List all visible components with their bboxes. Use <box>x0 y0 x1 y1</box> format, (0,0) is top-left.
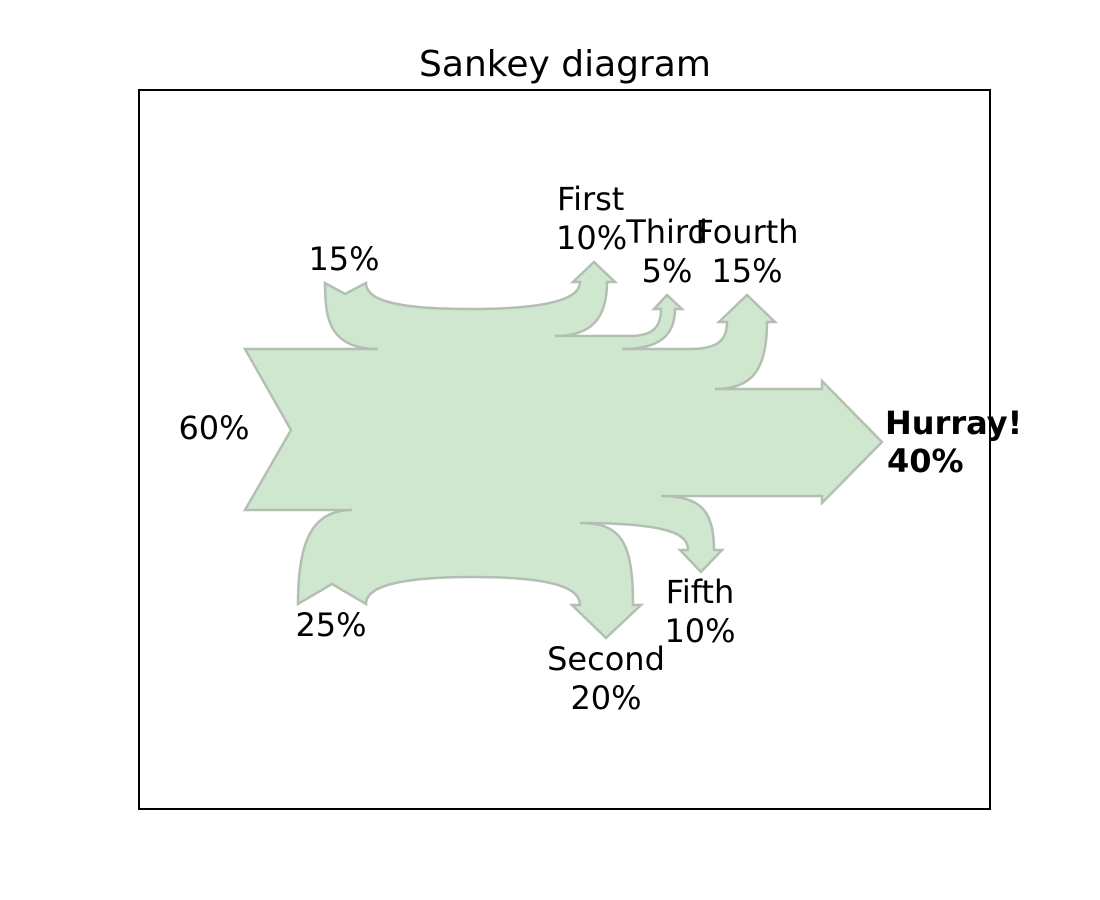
flow-value-label-highlight: 20% <box>570 679 641 717</box>
flow-value-label: 40% <box>887 442 964 480</box>
flow-value-label: 5% <box>642 252 693 290</box>
flow-value-label: 15% <box>308 240 379 278</box>
flow-value-label: 15% <box>711 252 782 290</box>
flow-name-label: Third <box>625 213 708 251</box>
plot-frame <box>138 89 991 810</box>
flow-name-label: First <box>557 180 624 218</box>
chart-title: Sankey diagram <box>419 44 711 85</box>
flow-name-label-highlight: Second <box>547 640 665 678</box>
flow-value-label: 60% <box>178 409 249 447</box>
flow-name-label: Fifth <box>666 573 735 611</box>
flow-name-label: Fourth <box>695 213 798 251</box>
flow-value-label: 25% <box>295 606 366 644</box>
flow-value-label: 10% <box>664 612 735 650</box>
flow-value-label: 10% <box>556 219 627 257</box>
sankey-flow-shape <box>242 260 884 640</box>
flow-name-label: Hurray! <box>885 404 1022 442</box>
